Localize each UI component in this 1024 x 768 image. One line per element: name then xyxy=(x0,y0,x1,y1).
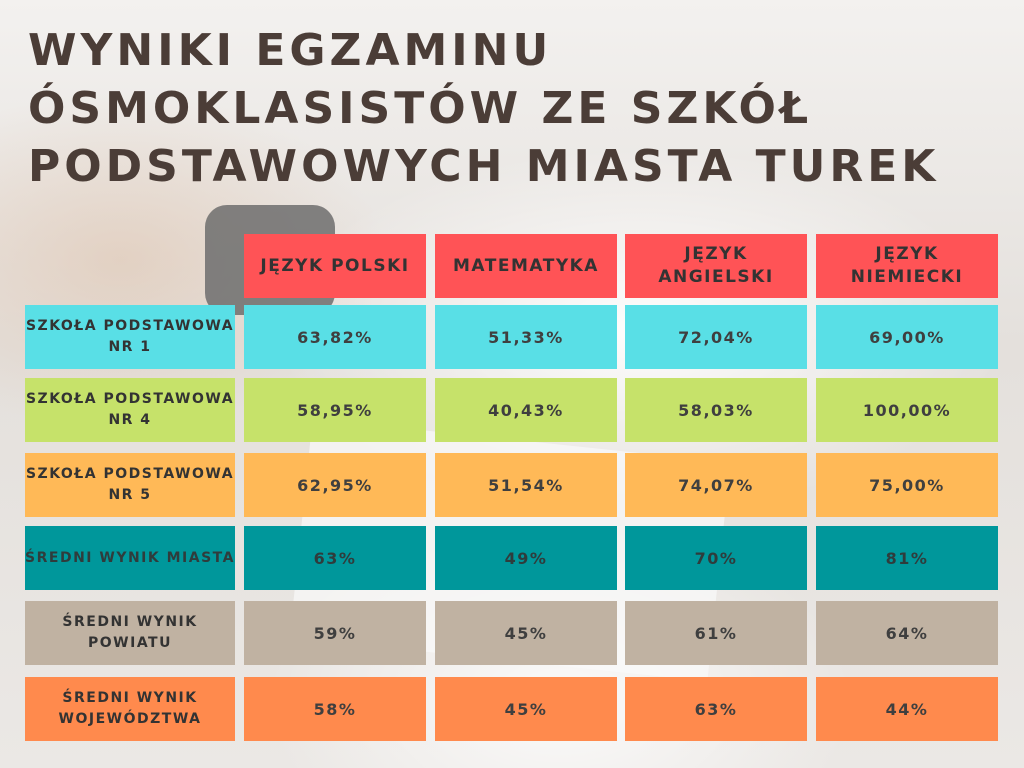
cell-sp1-polski: 63,82% xyxy=(244,305,426,369)
title-line-1: WYNIKI EGZAMINU xyxy=(28,25,553,76)
cell-sp5-polski: 62,95% xyxy=(244,453,426,517)
cell-sp1-niemiecki: 69,00% xyxy=(816,305,998,369)
cell-sp1-matematyka: 51,33% xyxy=(435,305,617,369)
cell-county-polski: 59% xyxy=(244,601,426,665)
cell-sp4-matematyka: 40,43% xyxy=(435,378,617,442)
cell-voivodeship-niemiecki: 44% xyxy=(816,677,998,741)
column-header-jezyk-angielski: JĘZYK ANGIELSKI xyxy=(625,234,807,298)
cell-city-angielski: 70% xyxy=(625,526,807,590)
cell-voivodeship-matematyka: 45% xyxy=(435,677,617,741)
page-title: WYNIKI EGZAMINU ÓSMOKLASISTÓW ZE SZKÓŁ P… xyxy=(28,22,1008,196)
cell-county-matematyka: 45% xyxy=(435,601,617,665)
cell-voivodeship-angielski: 63% xyxy=(625,677,807,741)
cell-sp4-polski: 58,95% xyxy=(244,378,426,442)
row-label-city-average: ŚREDNI WYNIK MIASTA xyxy=(25,526,235,590)
cell-sp1-angielski: 72,04% xyxy=(625,305,807,369)
row-label-sp5: SZKOŁA PODSTAWOWA NR 5 xyxy=(25,453,235,517)
cell-sp5-matematyka: 51,54% xyxy=(435,453,617,517)
column-header-matematyka: MATEMATYKA xyxy=(435,234,617,298)
cell-county-angielski: 61% xyxy=(625,601,807,665)
cell-sp5-niemiecki: 75,00% xyxy=(816,453,998,517)
row-label-voivodeship-average: ŚREDNI WYNIK WOJEWÓDZTWA xyxy=(25,677,235,741)
row-label-sp4: SZKOŁA PODSTAWOWA NR 4 xyxy=(25,378,235,442)
column-header-jezyk-niemiecki: JĘZYK NIEMIECKI xyxy=(816,234,998,298)
cell-county-niemiecki: 64% xyxy=(816,601,998,665)
cell-city-niemiecki: 81% xyxy=(816,526,998,590)
title-line-2: ÓSMOKLASISTÓW ZE SZKÓŁ xyxy=(28,83,813,134)
column-header-jezyk-polski: JĘZYK POLSKI xyxy=(244,234,426,298)
cell-city-polski: 63% xyxy=(244,526,426,590)
cell-city-matematyka: 49% xyxy=(435,526,617,590)
cell-sp5-angielski: 74,07% xyxy=(625,453,807,517)
cell-voivodeship-polski: 58% xyxy=(244,677,426,741)
cell-sp4-niemiecki: 100,00% xyxy=(816,378,998,442)
title-line-3: PODSTAWOWYCH MIASTA TUREK xyxy=(28,141,940,192)
cell-sp4-angielski: 58,03% xyxy=(625,378,807,442)
row-label-sp1: SZKOŁA PODSTAWOWA NR 1 xyxy=(25,305,235,369)
row-label-county-average: ŚREDNI WYNIK POWIATU xyxy=(25,601,235,665)
